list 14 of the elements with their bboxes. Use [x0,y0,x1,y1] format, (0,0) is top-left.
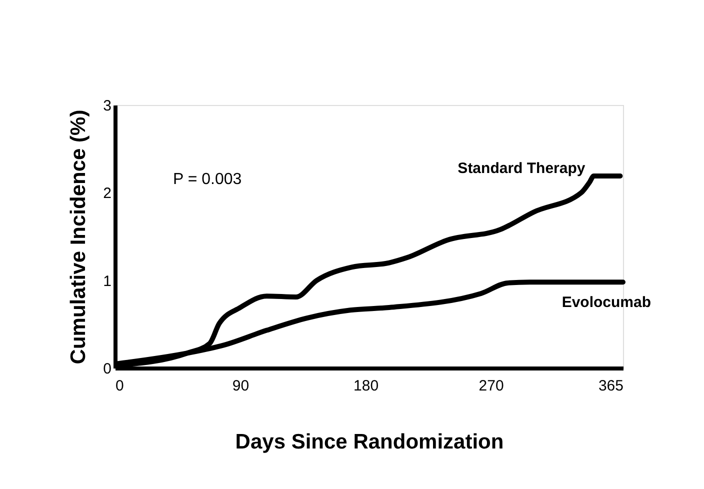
x-tick-label: 180 [354,378,379,394]
y-tick-label: 3 [103,98,112,114]
x-tick-label: 270 [478,378,504,394]
y-tick-label: 2 [103,185,112,202]
y-tick-label: 0 [103,360,112,378]
annotation: P = 0.003 [173,171,242,188]
y-axis-title: Cumulative Incidence (%) [67,110,90,364]
x-axis-title: Days Since Randomization [235,430,504,454]
y-tick-label: 1 [103,272,112,290]
x-tick-label: 365 [598,378,624,394]
series-label: Evolocumab [562,294,651,312]
x-tick-label: 0 [116,378,124,394]
x-tick-label: 90 [232,378,250,394]
series-label: Standard Therapy [458,160,586,178]
